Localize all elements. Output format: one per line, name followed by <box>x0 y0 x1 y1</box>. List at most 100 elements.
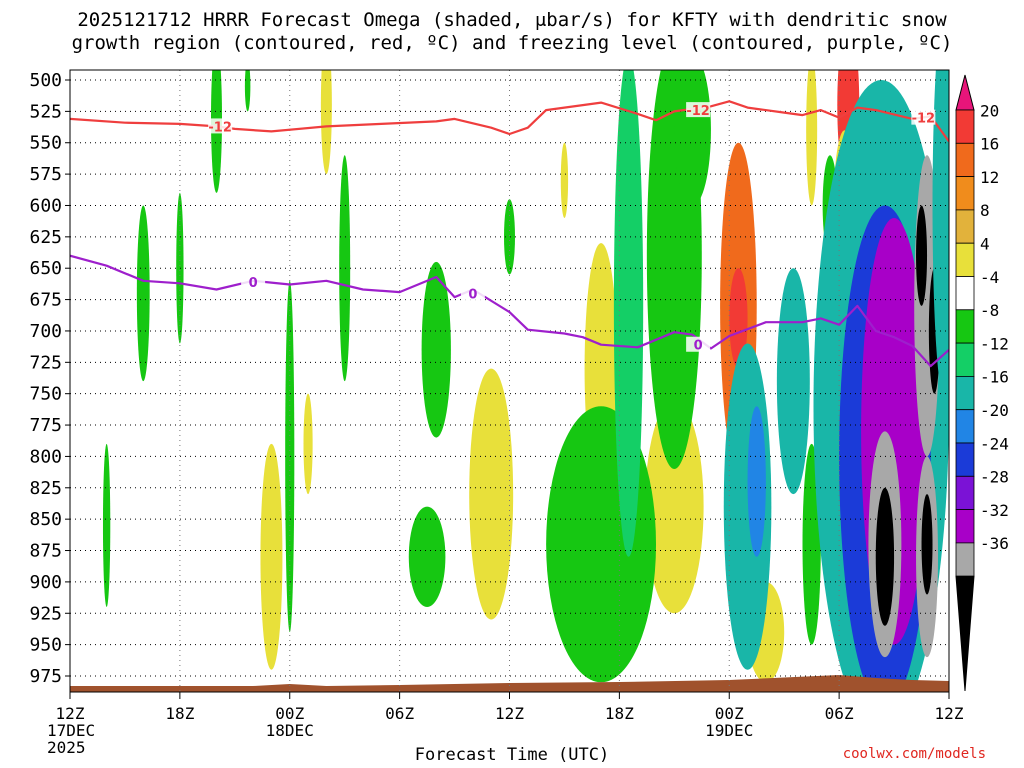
terrain-layer <box>70 675 949 692</box>
colorbar-segment-2 <box>955 142 975 178</box>
x-tick-sublabel-2-0: 18DEC <box>266 721 314 740</box>
colorbar-segment-9 <box>955 375 975 411</box>
omega-cell-10 <box>320 70 332 175</box>
omega-cell-6 <box>102 443 111 607</box>
omega-cell-5 <box>339 155 351 382</box>
colorbar-segment-3 <box>955 176 975 211</box>
chart-title-line-1: 2025121712 HRRR Forecast Omega (shaded, … <box>77 9 947 31</box>
colorbar-label-4: 4 <box>980 235 990 254</box>
y-tick-label-650: 650 <box>29 258 62 279</box>
colorbar-segment-10 <box>955 409 975 444</box>
omega-cell-11 <box>260 443 283 670</box>
freezing-level-contour-label-1: 0 <box>468 287 477 302</box>
contour-lines-layer <box>70 100 949 368</box>
x-tick-label-3: 06Z <box>385 704 414 723</box>
x-tick-sublabel-0-0: 17DEC <box>47 721 95 740</box>
freezing-level-contour-label-0: 0 <box>249 276 258 291</box>
freezing-level-contour-label-bg-1 <box>460 285 485 301</box>
omega-cell-12 <box>303 393 313 495</box>
y-tick-label-850: 850 <box>29 509 62 530</box>
y-tick-label-675: 675 <box>29 290 62 311</box>
omega-cell-7 <box>421 261 451 438</box>
x-tick-label-7: 06Z <box>825 704 854 723</box>
colorbar-segment-12 <box>955 475 975 510</box>
grid-layer <box>70 70 949 692</box>
x-axis-label: Forecast Time (UTC) <box>414 745 610 765</box>
colorbar-label-8: -16 <box>980 368 1009 387</box>
y-tick-label-725: 725 <box>29 352 62 373</box>
freezing-level-contour-label-2: 0 <box>694 339 703 354</box>
y-tick-label-825: 825 <box>29 478 62 499</box>
contour-labels-layer: -12 -12 -12 0 0 0 <box>208 102 936 354</box>
omega-cell-38 <box>916 205 928 306</box>
omega-cell-41 <box>921 494 933 595</box>
omega-cell-42 <box>932 70 949 394</box>
x-tick-label-6: 00Z <box>715 704 744 723</box>
y-tick-label-600: 600 <box>29 195 62 216</box>
omega-cell-24 <box>613 70 644 557</box>
colorbar-label-3: 8 <box>980 201 990 220</box>
omega-cell-4 <box>285 280 295 633</box>
x-tick-label-8: 12Z <box>935 704 964 723</box>
omega-cell-2 <box>136 205 150 382</box>
omega-cell-13 <box>469 368 514 620</box>
dgz-contour-label-1: -12 <box>686 104 710 119</box>
x-tick-label-2: 00Z <box>275 704 304 723</box>
colorbar-segment-6 <box>955 276 975 311</box>
y-tick-label-975: 975 <box>29 666 62 687</box>
omega-cell-29 <box>776 268 810 495</box>
x-tick-sublabel-6-0: 19DEC <box>705 721 753 740</box>
y-tick-label-550: 550 <box>29 133 62 154</box>
colorbar-segment-5 <box>955 242 975 277</box>
omega-cell-3 <box>176 192 184 344</box>
colorbar-label-0: 20 <box>980 101 999 120</box>
colorbar-label-1: 16 <box>980 135 999 154</box>
colorbar-segment-7 <box>955 309 975 344</box>
y-tick-label-750: 750 <box>29 384 62 405</box>
colorbar-label-11: -28 <box>980 468 1009 487</box>
dgz-contour-label-0: -12 <box>208 120 232 135</box>
omega-cell-15 <box>560 142 569 219</box>
omega-cell-8 <box>408 506 446 607</box>
freezing-level-contour <box>70 254 949 368</box>
dgz-contour <box>70 100 949 143</box>
x-tick-label-1: 18Z <box>165 704 194 723</box>
y-tick-label-925: 925 <box>29 603 62 624</box>
dgz-contour-label-bg-0 <box>208 118 233 134</box>
y-tick-label-950: 950 <box>29 635 62 656</box>
y-tick-label-525: 525 <box>29 101 62 122</box>
omega-cell-19 <box>729 268 748 369</box>
colorbar-label-13: -36 <box>980 534 1009 553</box>
omega-cell-21 <box>806 70 818 206</box>
y-tick-label-800: 800 <box>29 446 62 467</box>
colorbar-segment-11 <box>955 442 975 477</box>
colorbar-bottom-triangle <box>955 575 975 692</box>
colorbar-label-2: 12 <box>980 168 999 187</box>
y-tick-label-625: 625 <box>29 227 62 248</box>
freezing-level-contour-label-bg-2 <box>686 336 711 352</box>
y-tick-label-900: 900 <box>29 572 62 593</box>
x-tick-sublabel-0-1: 2025 <box>47 738 86 757</box>
omega-cell-0 <box>211 70 222 193</box>
terrain-surface <box>70 675 949 692</box>
colorbar-label-6: -8 <box>980 301 999 320</box>
y-axis: 500 525 550 575 600 625 650 675 700 725 750 775 800 8… <box>29 70 70 687</box>
y-tick-label-875: 875 <box>29 541 62 562</box>
x-tick-label-4: 12Z <box>495 704 524 723</box>
chart-title-line-2: growth region (contoured, red, ºC) and f… <box>71 32 953 54</box>
dgz-contour-label-bg-1 <box>686 102 711 118</box>
omega-cell-36 <box>875 487 895 626</box>
omega-cell-1 <box>244 70 251 112</box>
dgz-contour-label-bg-2 <box>911 109 936 125</box>
colorbar-segment-1 <box>955 109 975 144</box>
omega-shading-layer <box>102 70 949 692</box>
y-tick-label-775: 775 <box>29 415 62 436</box>
colorbar: 20 16 12 8 4 -4 -8 -12 -16 -20 -24 -28 -32 -36 <box>955 74 1009 692</box>
x-tick-label-0: 12Z <box>56 704 85 723</box>
dgz-contour-label-2: -12 <box>912 112 936 127</box>
colorbar-label-9: -20 <box>980 401 1009 420</box>
colorbar-segment-13 <box>955 509 975 544</box>
colorbar-label-7: -12 <box>980 334 1009 353</box>
